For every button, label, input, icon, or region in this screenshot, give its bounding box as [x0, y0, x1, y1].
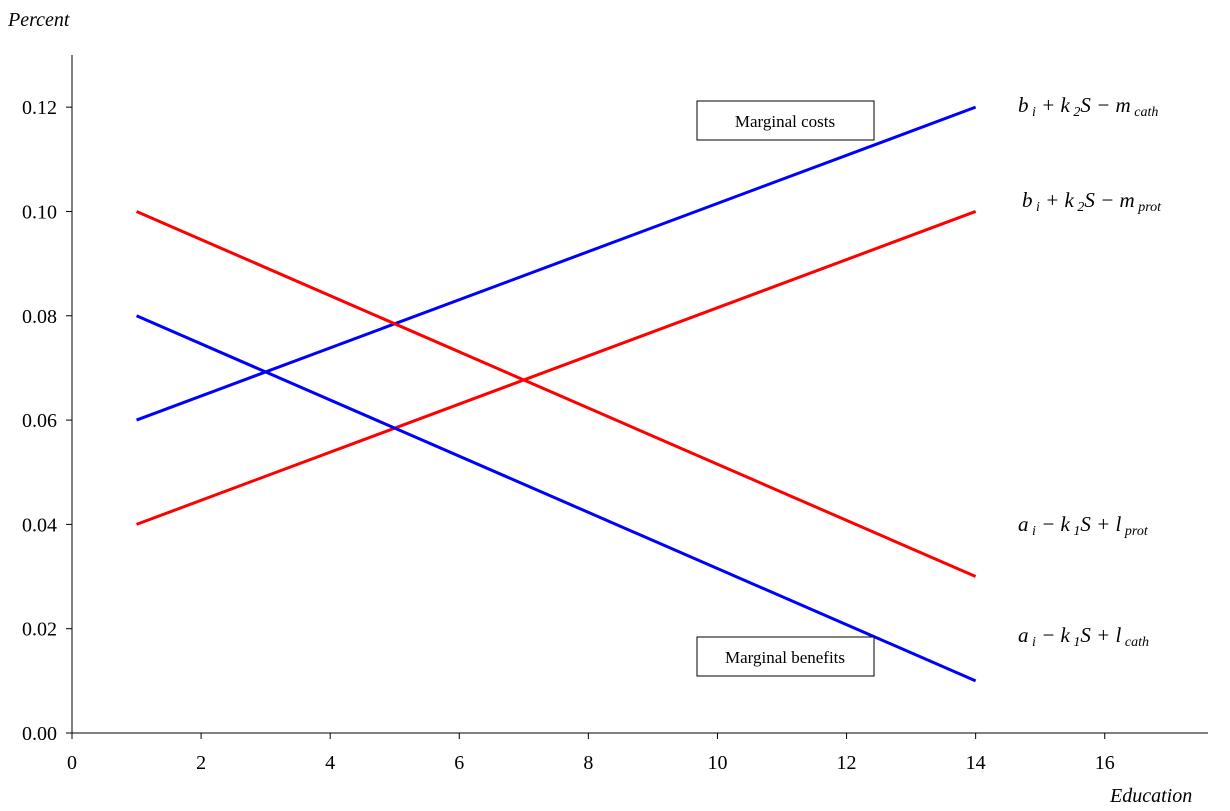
marginal-costs-label: Marginal costs	[735, 112, 835, 131]
series-equation-3: a i − k 1S + l prot	[1018, 512, 1149, 539]
x-tick-label: 6	[454, 752, 464, 774]
x-tick-label: 4	[325, 752, 335, 774]
x-axis-title: Education	[1109, 785, 1192, 807]
y-tick-label: 0.02	[22, 619, 57, 641]
series-line-4	[135, 314, 977, 683]
marginal-benefits-label: Marginal benefits	[725, 648, 845, 667]
series-equation-2: b i + k 2S − m prot	[1022, 188, 1162, 215]
marginal-costs-box: Marginal costs	[696, 100, 875, 141]
ticks: 0 2 4 6 8 10 12 14 16 0.00 0.02 0.04 0.06 0.08 0.10 0.1…	[22, 97, 1115, 774]
x-tick-label: 12	[837, 752, 857, 774]
series-line-3	[135, 210, 977, 578]
axes	[71, 55, 1208, 734]
x-tick-label: 16	[1095, 752, 1115, 774]
y-tick-label: 0.12	[22, 97, 57, 119]
y-tick-label: 0.04	[22, 514, 57, 536]
x-tick-label: 0	[67, 752, 77, 774]
y-axis-title: Percent	[7, 9, 70, 31]
y-tick-label: 0.06	[22, 410, 57, 432]
y-tick-label: 0.08	[22, 306, 57, 328]
x-tick-label: 10	[707, 752, 727, 774]
series-line-1	[136, 105, 977, 422]
series-line-2	[136, 210, 977, 526]
y-tick-label: 0.00	[22, 723, 57, 745]
series-equation-4: a i − k 1S + l cath	[1018, 623, 1149, 650]
series	[135, 105, 977, 683]
x-tick-label: 8	[583, 752, 593, 774]
y-tick-label: 0.10	[22, 201, 57, 223]
x-tick-label: 2	[196, 752, 206, 774]
series-equation-1: b i + k 2S − m cath	[1018, 93, 1158, 120]
marginal-benefits-box: Marginal benefits	[696, 636, 875, 677]
x-tick-label: 14	[966, 752, 986, 774]
series-labels: b i + k 2S − m cath b i + k 2S − m prot a …	[1018, 93, 1162, 650]
